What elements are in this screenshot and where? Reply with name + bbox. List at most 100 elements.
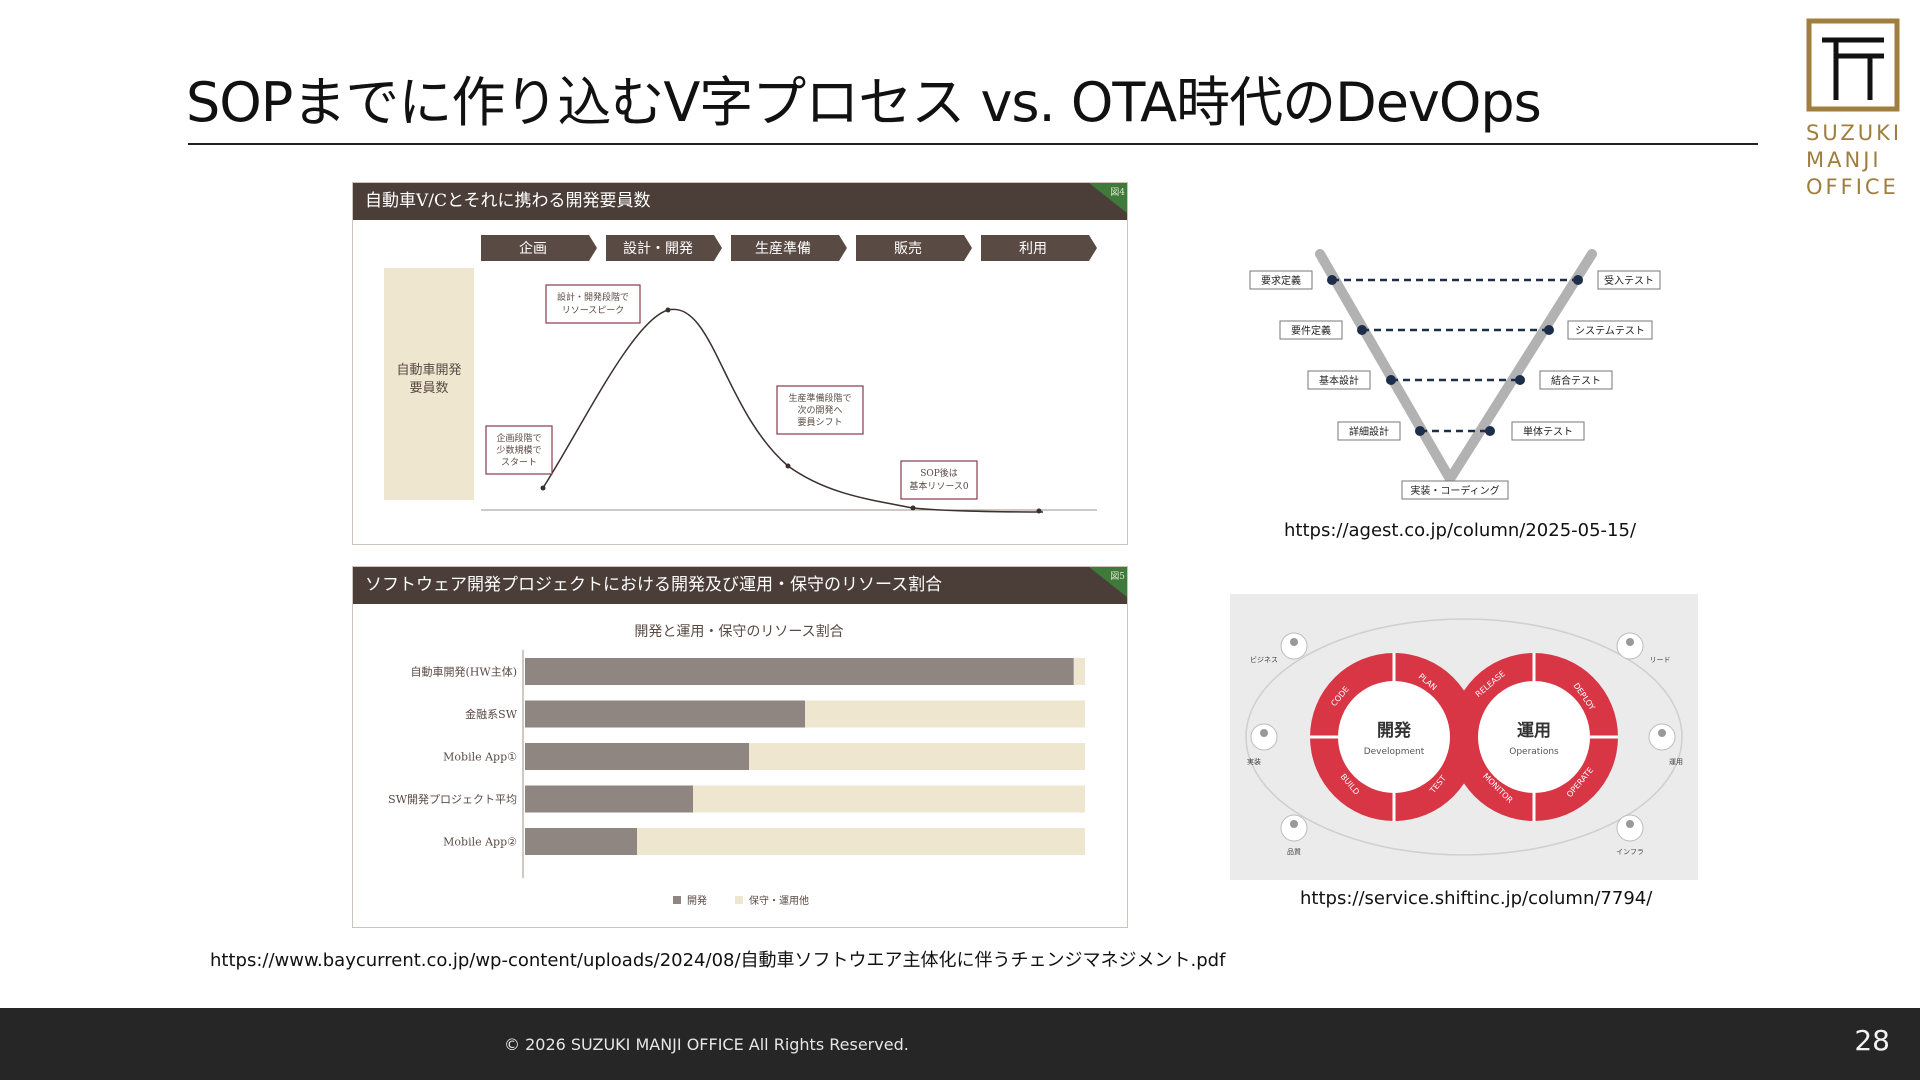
legend: 開発 保守・運用他 (673, 894, 809, 907)
category-label: SW開発プロジェクト平均 (388, 792, 517, 806)
bar-segment-ops (637, 828, 1085, 855)
resource-ratio-chart: 開発と運用・保守のリソース割合 自動車開発(HW主体) 金融系SW Mobile A… (388, 623, 1085, 907)
figure-5-panel: ソフトウェア開発プロジェクトにおける開発及び運用・保守のリソース割合 図5 開発… (352, 566, 1128, 928)
callout-start: 企画段階で 少数規模で スタート (485, 425, 553, 475)
phase-label: 設計・開発 (623, 241, 693, 257)
bar-segment-dev (525, 828, 637, 855)
phase-arrow (481, 235, 597, 261)
bar-segment-ops (693, 785, 1085, 813)
v-level-lines (1332, 278, 1578, 433)
ylabel-line-2: 要員数 (409, 381, 448, 396)
figure-5-tag: 図5 (1110, 572, 1125, 582)
bar-segment-dev (525, 700, 805, 728)
legend-label-dev: 開発 (687, 894, 707, 907)
phase-arrow (606, 235, 722, 261)
ops-title: 運用 (1517, 721, 1551, 741)
logo-line-2: MANJI (1806, 148, 1882, 172)
dev-title: 開発 (1377, 720, 1412, 741)
svg-text:設計・開発段階で: 設計・開発段階で (557, 291, 629, 303)
v-bottom-box (1401, 480, 1509, 500)
v-left-box (1307, 370, 1371, 390)
bar-segment-ops (805, 700, 1085, 728)
figure-4-tag: 図4 (1110, 188, 1125, 198)
phase-arrow (856, 235, 972, 261)
category-label: Mobile App② (443, 836, 517, 849)
ylabel-band (384, 268, 474, 500)
v-left-label: 要件定義 (1291, 324, 1331, 337)
v-right-box (1539, 370, 1613, 390)
v-right-box (1597, 270, 1661, 290)
role-label: 実装 (1247, 757, 1261, 766)
v-left-box (1279, 320, 1343, 340)
curve-point (785, 463, 791, 469)
resource-curve (542, 308, 1044, 513)
v-left-label: 詳細設計 (1349, 425, 1389, 438)
svg-text:少数規模で: 少数規模で (496, 444, 541, 456)
v-right-label: 結合テスト (1551, 374, 1601, 387)
category-label: 金融系SW (465, 707, 518, 721)
copyright-text: © 2026 SUZUKI MANJI OFFICE All Rights Re… (504, 1035, 909, 1054)
role-label: 運用 (1669, 757, 1683, 766)
category-label: Mobile App① (443, 751, 517, 764)
v-right-stroke (1445, 249, 1597, 484)
v-bottom-label: 実装・コーディング (1410, 484, 1499, 497)
phase-label: 企画 (519, 240, 547, 257)
role-label: ビジネス (1250, 655, 1278, 664)
role-label: インフラ (1616, 848, 1644, 856)
curve-point (540, 485, 546, 491)
bar-segment-dev (525, 658, 1074, 685)
phase-label: 販売 (894, 241, 922, 257)
v-model-caption: https://agest.co.jp/column/2025-05-15/ (1284, 520, 1637, 541)
curve-point (665, 307, 671, 313)
v-left-box (1249, 270, 1313, 290)
curve-point (910, 505, 916, 511)
svg-text:生産準備段階で: 生産準備段階で (788, 392, 851, 404)
slide-title: SOPまでに作り込むV字プロセス vs. OTA時代のDevOps (186, 71, 1542, 134)
company-logo: SUZUKI MANJI OFFICE (1806, 18, 1902, 201)
phase-label: 生産準備 (755, 241, 811, 257)
v-left-label: 基本設計 (1319, 374, 1359, 387)
legend-swatch-ops (735, 896, 743, 904)
category-label: 自動車開発(HW主体) (411, 665, 517, 679)
svg-text:基本リソース0: 基本リソース0 (909, 480, 969, 492)
chart-title: 開発と運用・保守のリソース割合 (634, 623, 843, 640)
source-caption: https://www.baycurrent.co.jp/wp-content/… (210, 950, 1226, 971)
resource-curve-chart: 自動車開発 要員数 企画 設計・開発 生産準備 販売 利用 設計・開発段階で リ… (384, 235, 1097, 514)
bar-segment-dev (525, 743, 749, 770)
logo-line-3: OFFICE (1806, 175, 1899, 199)
phase-arrow (981, 235, 1097, 261)
ylabel-line-1: 自動車開発 (396, 363, 461, 378)
footer-bar (0, 1008, 1920, 1080)
ops-subtitle: Operations (1509, 747, 1559, 757)
bar-segment-ops (1073, 658, 1085, 685)
figure-5-tag-corner (1089, 567, 1127, 597)
svg-text:SOP後は: SOP後は (920, 467, 958, 479)
devops-caption: https://service.shiftinc.jp/column/7794/ (1300, 888, 1653, 909)
logo-line-1: SUZUKI (1806, 121, 1903, 145)
svg-text:要員シフト: 要員シフト (797, 417, 842, 428)
devops-diagram: 開発 Development 運用 Operations PLAN CODE B… (1230, 594, 1698, 880)
dev-center (1338, 681, 1450, 793)
figure-4-panel: 自動車V/Cとそれに携わる開発要員数 図4 自動車開発 要員数 企画 設計・開発… (352, 182, 1128, 545)
title-divider (188, 143, 1758, 145)
v-right-label: 単体テスト (1523, 425, 1573, 438)
legend-label-ops: 保守・運用他 (749, 894, 809, 907)
v-right-label: 受入テスト (1604, 275, 1654, 287)
role-label: 品質 (1287, 847, 1301, 856)
svg-text:企画段階で: 企画段階で (496, 432, 541, 444)
logo-mark-icon (1806, 18, 1900, 112)
figure-5-header: ソフトウェア開発プロジェクトにおける開発及び運用・保守のリソース割合 (353, 567, 1127, 604)
svg-text:スタート: スタート (501, 457, 537, 468)
callout-shift: 生産準備段階で 次の開発へ 要員シフト (776, 385, 864, 435)
svg-text:リソースピーク: リソースピーク (562, 305, 625, 316)
ops-center (1478, 681, 1590, 793)
bar-segment-ops (749, 743, 1085, 770)
curve-point (1036, 508, 1042, 514)
phase-label: 利用 (1019, 241, 1047, 257)
outer-orbit (1245, 618, 1683, 856)
v-left-box (1337, 421, 1401, 441)
phase-arrows: 企画 設計・開発 生産準備 販売 利用 (481, 235, 1097, 261)
bars-group: 自動車開発(HW主体) 金融系SW Mobile App① SW開発プロジェクト平均 M… (388, 658, 1085, 855)
phase-arrow (731, 235, 847, 261)
v-left-stroke (1315, 249, 1455, 484)
